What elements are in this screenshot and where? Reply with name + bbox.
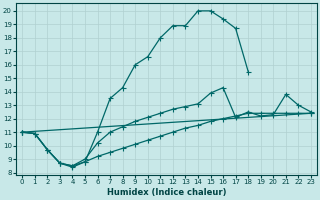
X-axis label: Humidex (Indice chaleur): Humidex (Indice chaleur) <box>107 188 226 197</box>
